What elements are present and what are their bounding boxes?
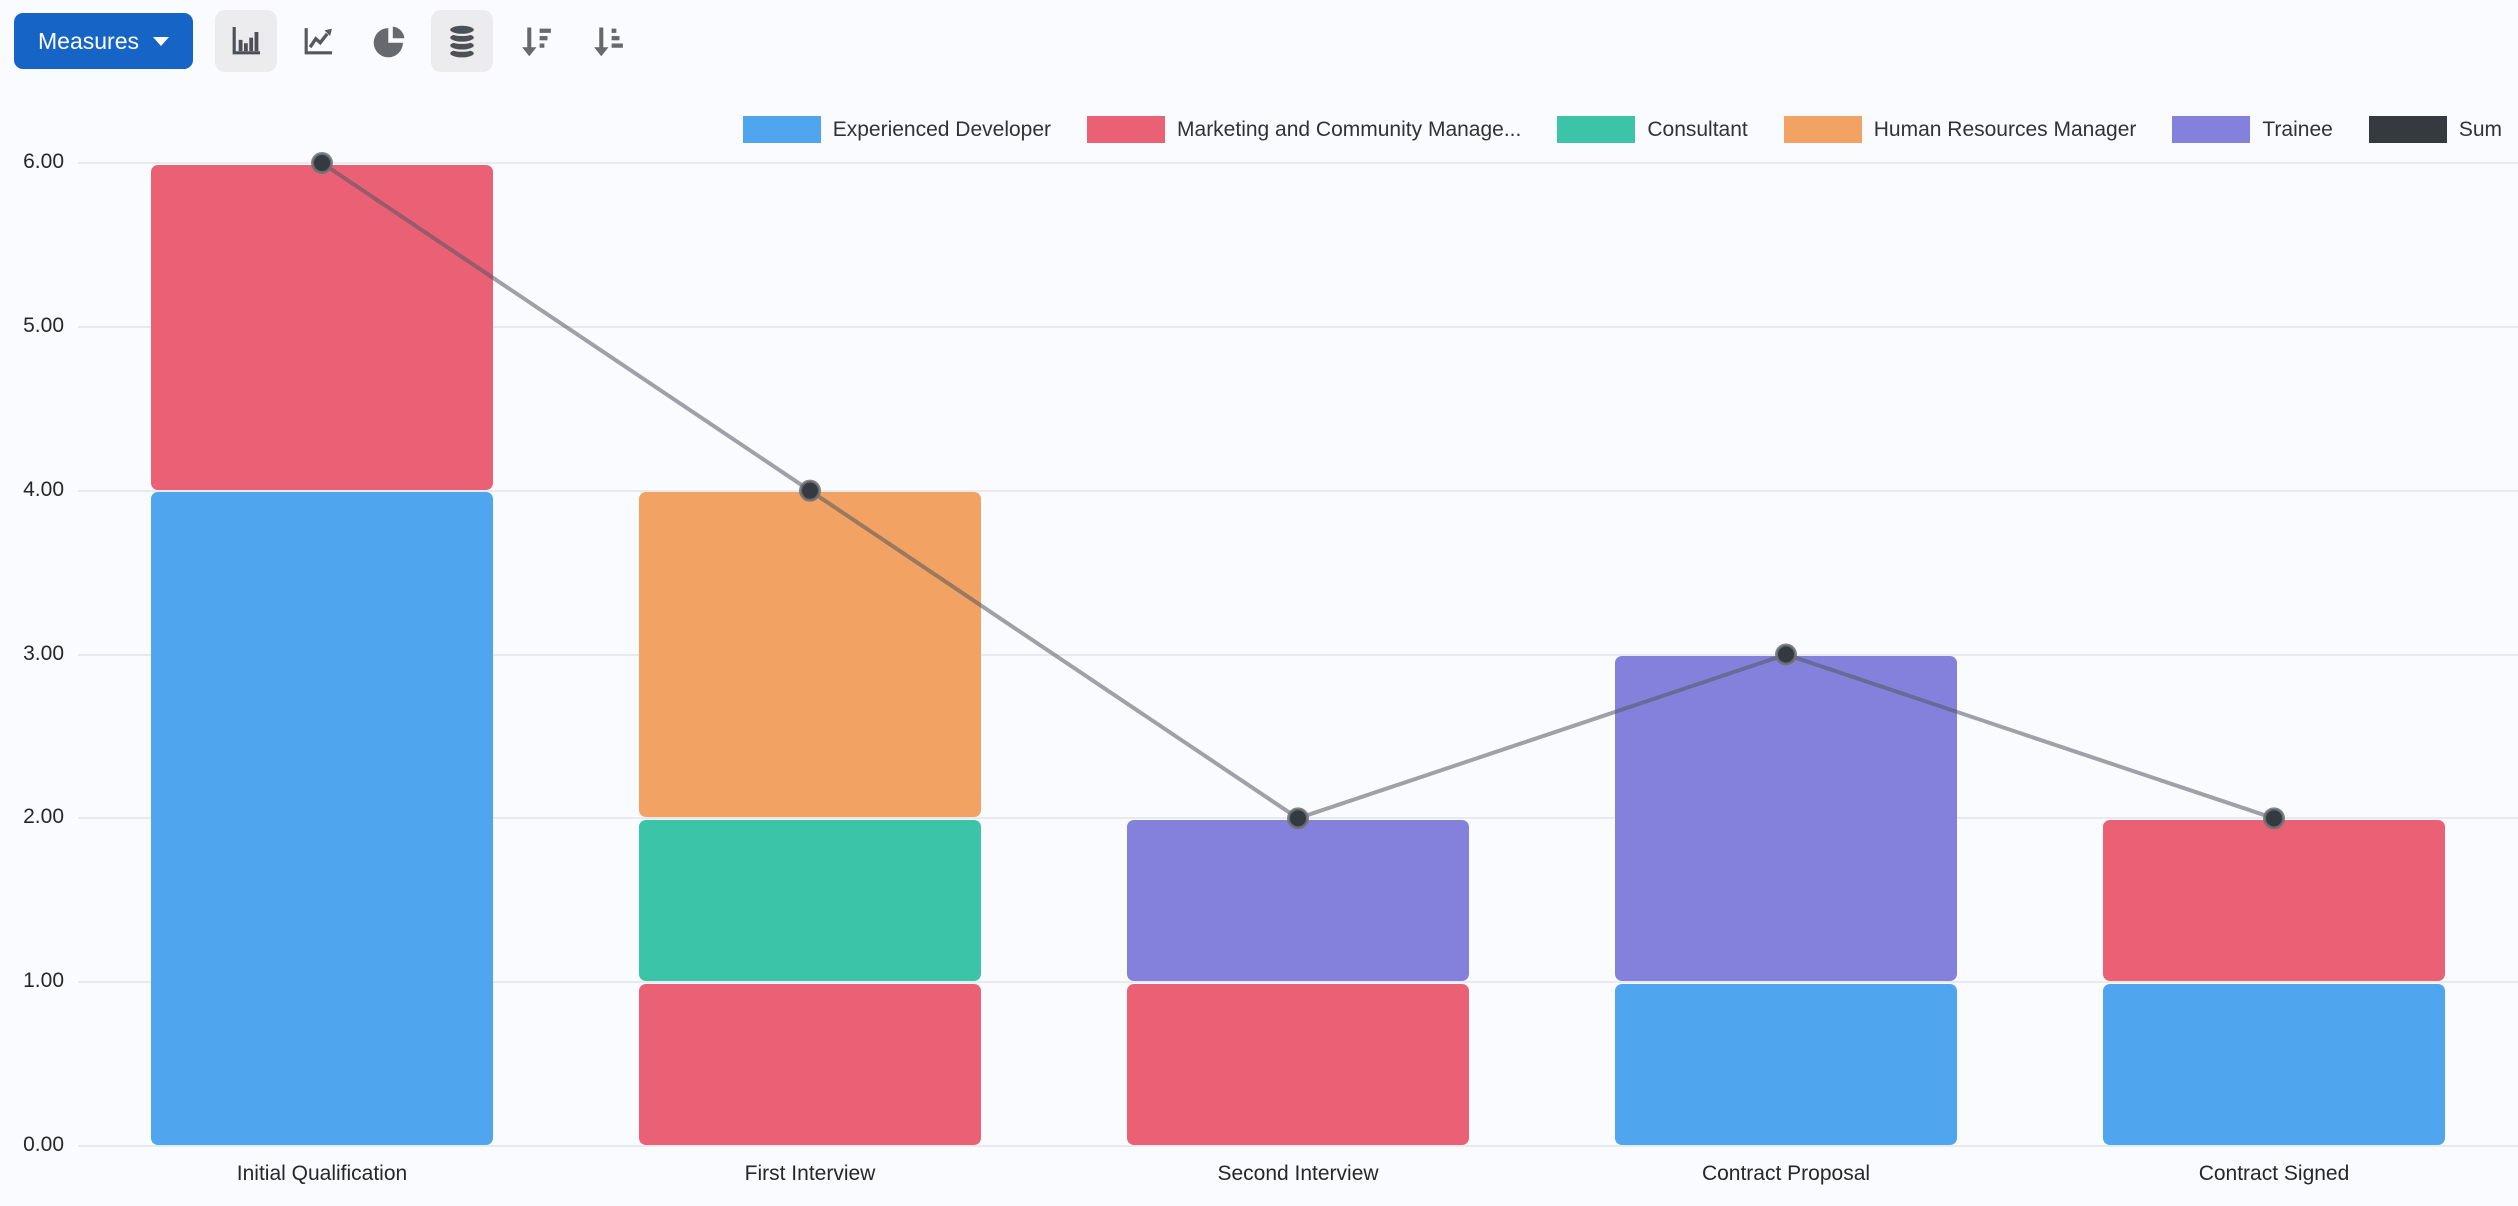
gridline xyxy=(78,653,2518,656)
sum-point[interactable] xyxy=(1775,643,1797,666)
sum-line xyxy=(320,161,2275,821)
measures-label: Measures xyxy=(38,27,139,54)
bar-chart-icon xyxy=(232,26,261,55)
y-tick-label: 0.00 xyxy=(23,1133,64,1156)
bar-segment[interactable] xyxy=(151,492,493,1145)
legend-label: Trainee xyxy=(2262,117,2333,141)
bar-chart-button[interactable] xyxy=(214,10,277,72)
sum-point[interactable] xyxy=(799,479,821,502)
x-axis-label: Initial Qualification xyxy=(236,1162,408,1185)
sum-point[interactable] xyxy=(1287,807,1309,830)
sort-descending-icon xyxy=(522,27,551,57)
legend-item[interactable]: Consultant xyxy=(1557,116,1748,143)
gridline xyxy=(78,162,2518,164)
legend-label: Experienced Developer xyxy=(832,117,1052,141)
bar-segment[interactable] xyxy=(2103,819,2445,982)
bar-segment[interactable] xyxy=(1127,819,1469,982)
sum-line-layer xyxy=(311,152,2285,830)
x-axis-label: First Interview xyxy=(744,1162,876,1185)
bar-segment[interactable] xyxy=(1615,656,1957,982)
x-axis-label: Contract Proposal xyxy=(1701,1162,1871,1185)
chart-plot-area: 0.00 1.00 2.00 3.00 4.00 5.00 6.00 xyxy=(0,150,2518,1156)
legend-swatch xyxy=(1783,116,1862,143)
y-tick-label: 4.00 xyxy=(23,477,64,501)
bar-segment[interactable] xyxy=(151,164,493,490)
line-chart-button[interactable] xyxy=(287,10,349,72)
legend-item[interactable]: Sum xyxy=(2368,116,2502,143)
y-tick-label: 2.00 xyxy=(23,805,64,829)
x-axis-label: Second Interview xyxy=(1217,1162,1379,1185)
chart-legend: Experienced Developer Marketing and Commu… xyxy=(742,116,2502,143)
legend-swatch xyxy=(2368,116,2447,143)
legend-label: Consultant xyxy=(1647,117,1748,141)
bar-segment[interactable] xyxy=(639,492,981,818)
bar-segment[interactable] xyxy=(639,983,981,1145)
legend-swatch xyxy=(742,116,821,143)
bar-segment[interactable] xyxy=(2103,983,2445,1145)
legend-swatch xyxy=(1087,116,1166,143)
gridline xyxy=(78,325,2518,328)
sum-point[interactable] xyxy=(2263,807,2285,830)
legend-item[interactable]: Trainee xyxy=(2172,116,2333,143)
pie-chart-button[interactable] xyxy=(359,10,421,72)
gridline xyxy=(78,1145,2518,1147)
measures-button[interactable]: Measures xyxy=(14,13,193,69)
stacked-icon xyxy=(447,23,477,59)
view-switcher xyxy=(214,10,637,72)
y-tick-label: 1.00 xyxy=(23,969,64,993)
stacked-toggle-button[interactable] xyxy=(430,10,493,72)
line-chart-icon xyxy=(304,28,333,55)
x-axis-label: Contract Signed xyxy=(2198,1162,2350,1185)
bar-segment[interactable] xyxy=(639,819,981,982)
gridline xyxy=(78,489,2518,492)
legend-swatch xyxy=(1557,116,1636,143)
sum-point[interactable] xyxy=(311,152,333,174)
sort-ascending-button[interactable] xyxy=(575,10,637,72)
y-tick-label: 6.00 xyxy=(23,150,64,173)
legend-swatch xyxy=(2172,116,2251,143)
gridline xyxy=(78,981,2518,984)
legend-label: Sum xyxy=(2458,117,2502,141)
legend-item[interactable]: Marketing and Community Manage... xyxy=(1087,116,1521,143)
pie-chart-icon xyxy=(373,26,405,58)
bar-segment[interactable] xyxy=(1615,983,1957,1145)
graph-toolbar: Measures xyxy=(14,10,637,72)
sort-ascending-icon xyxy=(594,27,623,57)
y-tick-label: 3.00 xyxy=(23,641,64,665)
legend-item[interactable]: Experienced Developer xyxy=(742,116,1052,143)
sort-descending-button[interactable] xyxy=(503,10,565,72)
bar-segment[interactable] xyxy=(1127,983,1469,1145)
x-axis-labels: Initial Qualification First Interview Seco… xyxy=(78,1162,2518,1192)
legend-item[interactable]: Human Resources Manager xyxy=(1783,116,2137,143)
legend-label: Marketing and Community Manage... xyxy=(1177,117,1522,141)
legend-label: Human Resources Manager xyxy=(1873,117,2137,141)
y-tick-label: 5.00 xyxy=(23,313,64,337)
caret-down-icon xyxy=(152,36,169,46)
